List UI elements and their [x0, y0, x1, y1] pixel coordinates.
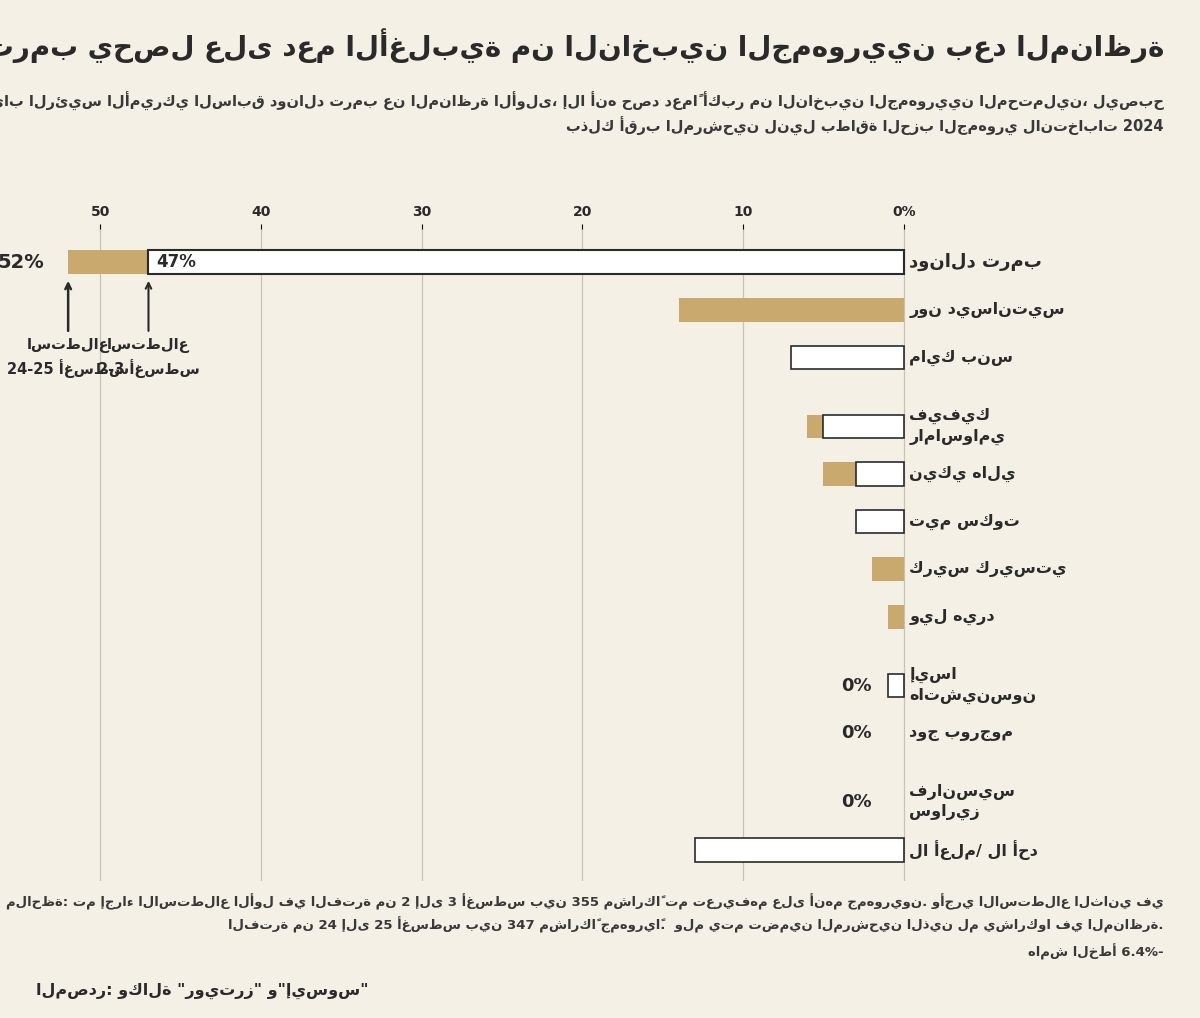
- Text: ترمب يحصل على دعم الأغلبية من الناخبين الجمهوريين بعد المناظرة: ترمب يحصل على دعم الأغلبية من الناخبين ا…: [0, 29, 1164, 64]
- Text: دونالد ترمب: دونالد ترمب: [910, 253, 1043, 272]
- Text: كريس كريستي: كريس كريستي: [910, 561, 1067, 577]
- Bar: [149, 250, 904, 274]
- Text: 47%: 47%: [156, 253, 197, 272]
- Bar: [871, 557, 904, 581]
- Text: 0%: 0%: [841, 724, 871, 742]
- Text: هامش الخطأ 6.4%-: هامش الخطأ 6.4%-: [1028, 944, 1164, 960]
- Text: استطلاع
2-3 أغسطس: استطلاع 2-3 أغسطس: [97, 338, 199, 379]
- Text: على الرغم من غياب الرئيس الأميركي السابق دونالد ترمب عن المناظرة الأولى، إلا أنه: على الرغم من غياب الرئيس الأميركي السابق…: [0, 92, 1164, 111]
- Bar: [679, 298, 904, 322]
- Text: فرانسيس
سواريز: فرانسيس سواريز: [910, 784, 1015, 821]
- Text: نيكي هالي: نيكي هالي: [910, 466, 1016, 483]
- Text: ملاحظة: تم إجراء الاستطلاع الأول في الفترة من 2 إلى 3 أغسطس بين 355 مشاركاً تم ت: ملاحظة: تم إجراء الاستطلاع الأول في الفت…: [6, 894, 1164, 910]
- Bar: [823, 414, 904, 439]
- Bar: [856, 510, 904, 533]
- Text: فيفيك
راماسوامي: فيفيك راماسوامي: [910, 408, 1006, 445]
- Bar: [888, 674, 904, 697]
- Text: 52%: 52%: [0, 252, 44, 272]
- Bar: [695, 838, 904, 861]
- Text: المصدر: وكالة "رويترز" و"إيسوس": المصدر: وكالة "رويترز" و"إيسوس": [36, 982, 368, 999]
- Bar: [856, 462, 904, 486]
- Bar: [68, 250, 904, 274]
- Text: إيسا
هاتشينسون: إيسا هاتشينسون: [910, 668, 1037, 703]
- Text: بذلك أقرب المرشحين لنيل بطاقة الحزب الجمهوري لانتخابات 2024: بذلك أقرب المرشحين لنيل بطاقة الحزب الجم…: [566, 117, 1164, 136]
- Text: مايك بنس: مايك بنس: [910, 349, 1013, 365]
- Text: 0%: 0%: [841, 677, 871, 694]
- Text: ويل هيرد: ويل هيرد: [910, 609, 995, 625]
- Text: دوج بورجوم: دوج بورجوم: [910, 726, 1014, 741]
- Bar: [808, 345, 904, 370]
- Bar: [808, 414, 904, 439]
- Bar: [888, 605, 904, 628]
- Bar: [823, 462, 904, 486]
- Text: تيم سكوت: تيم سكوت: [910, 513, 1020, 529]
- Text: استطلاع
24-25 أغسطس: استطلاع 24-25 أغسطس: [7, 338, 130, 379]
- Text: الفترة من 24 إلى 25 أغسطس بين 347 مشاركاً جمهورياً.  ولم يتم تضمين المرشحين الذي: الفترة من 24 إلى 25 أغسطس بين 347 مشاركا…: [228, 916, 1164, 932]
- Bar: [856, 510, 904, 533]
- Bar: [791, 345, 904, 370]
- Text: رون ديسانتيس: رون ديسانتيس: [910, 301, 1066, 318]
- Text: 0%: 0%: [841, 793, 871, 811]
- Text: لا أعلم/ لا أحد: لا أعلم/ لا أحد: [910, 840, 1038, 859]
